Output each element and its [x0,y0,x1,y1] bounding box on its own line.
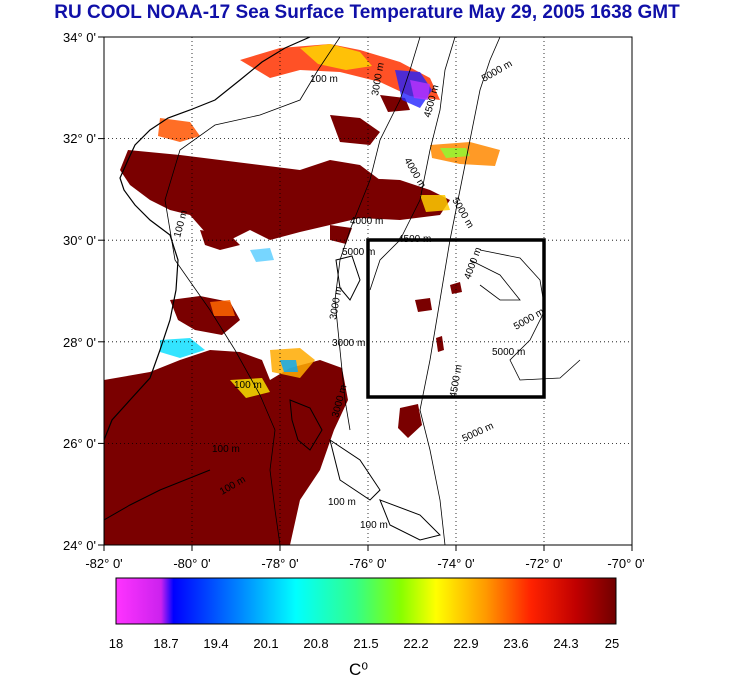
colorbar-label: 23.6 [503,636,528,651]
contour-label: 3000 m [332,338,365,349]
lat-label: 34° 0' [63,30,96,45]
bathymetry-contours [164,37,581,545]
contour-label: 4000 m [350,216,383,227]
colorbar-label: 20.1 [253,636,278,651]
colorbar-label: 22.9 [453,636,478,651]
contour-label: 100 m [360,520,388,531]
lon-label: -74° 0' [437,556,474,571]
lon-label: -80° 0' [173,556,210,571]
coastline [104,37,311,545]
lat-label: 24° 0' [63,538,96,553]
frontal-filaments [158,44,500,398]
contour-label: 5000 m [342,247,375,258]
lon-label: -78° 0' [261,556,298,571]
latitude-labels: 34° 0' 32° 0' 30° 0' 28° 0' 26° 0' 24° 0… [63,30,96,553]
lat-label: 28° 0' [63,335,96,350]
map-title: RU COOL NOAA-17 Sea Surface Temperature … [54,2,680,23]
colorbar-label: 20.8 [303,636,328,651]
axis-ticks [98,36,633,551]
florida-keys [104,469,211,521]
colorbar-label: 22.2 [403,636,428,651]
lon-label: -76° 0' [349,556,386,571]
lon-label: -72° 0' [525,556,562,571]
warm-water-layer [104,95,462,545]
colorbar-label: 18 [109,636,123,651]
lon-label: -82° 0' [85,556,122,571]
colorbar-unit: C⁰ [349,660,369,679]
colorbar-label: 19.4 [203,636,228,651]
contour-label: 100 m [310,74,338,85]
colorbar-label: 24.3 [553,636,578,651]
colorbar-label: 21.5 [353,636,378,651]
bahamas-islands [289,255,441,541]
study-area-box [366,238,546,399]
longitude-labels: -82° 0' -80° 0' -78° 0' -76° 0' -74° 0' … [85,556,644,571]
lat-label: 32° 0' [63,131,96,146]
colorbar-label: 18.7 [153,636,178,651]
contour-label: 100 m [234,380,262,391]
colorbar [115,577,617,625]
colorbar-labels: 18 18.7 19.4 20.1 20.8 21.5 22.2 22.9 23… [109,636,619,651]
lat-label: 30° 0' [63,233,96,248]
colorbar-label: 25 [605,636,619,651]
contour-label: 100 m [328,497,356,508]
lon-label: -70° 0' [607,556,644,571]
contour-label: 5000 m [492,347,525,358]
contour-label: 100 m [212,444,240,455]
lat-label: 26° 0' [63,436,96,451]
